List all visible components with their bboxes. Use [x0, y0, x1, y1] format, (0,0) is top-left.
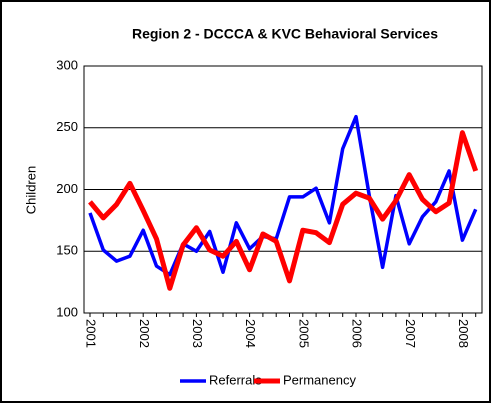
legend-label: Permanency — [283, 372, 356, 387]
y-tick-label: 100 — [56, 304, 78, 319]
legend-label: Referrals — [209, 372, 262, 387]
x-tick-label: 2004 — [243, 319, 258, 348]
x-tick-label: 2008 — [456, 319, 471, 348]
y-tick-label: 200 — [56, 181, 78, 196]
x-tick-label: 2001 — [84, 319, 99, 348]
x-tick-label: 2005 — [296, 319, 311, 348]
y-tick-label: 300 — [56, 57, 78, 72]
x-tick-label: 2003 — [190, 319, 205, 348]
x-tick-label: 2002 — [137, 319, 152, 348]
y-axis-label: Children — [23, 166, 38, 214]
series-line — [88, 130, 479, 291]
y-tick-label: 250 — [56, 119, 78, 134]
x-tick-label: 2007 — [403, 319, 418, 348]
y-tick-label: 150 — [56, 243, 78, 258]
x-tick-label: 2006 — [350, 319, 365, 348]
series-line — [88, 114, 478, 277]
chart-title: Region 2 - DCCCA & KVC Behavioral Servic… — [132, 26, 438, 42]
